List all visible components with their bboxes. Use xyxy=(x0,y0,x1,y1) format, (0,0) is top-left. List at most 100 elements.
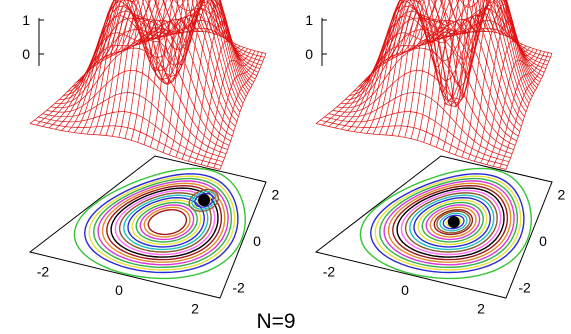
mesh-line xyxy=(486,50,542,165)
mesh-line xyxy=(168,0,237,156)
contour-line xyxy=(400,189,502,256)
mesh-line xyxy=(61,0,174,131)
contour-line xyxy=(88,175,236,271)
vortex-core-marker xyxy=(198,194,211,207)
mesh-line xyxy=(194,40,252,164)
vortex-contour xyxy=(191,190,217,210)
mesh-line xyxy=(67,0,178,132)
contour-line xyxy=(97,180,229,266)
mesh-line xyxy=(38,111,224,163)
mesh-line xyxy=(499,52,549,169)
mesh-line xyxy=(315,123,507,170)
contour-line xyxy=(404,192,498,253)
mesh-line xyxy=(156,0,230,151)
x-tick-label: 2 xyxy=(477,300,485,316)
base-plane-outline xyxy=(28,155,267,299)
contour-line xyxy=(417,199,488,246)
mesh-line xyxy=(473,20,534,162)
figure-caption: N=9 xyxy=(256,310,295,333)
vortex-contour xyxy=(194,192,214,208)
y-tick-label: -2 xyxy=(518,279,531,295)
y-tick-label: 0 xyxy=(253,233,261,249)
mesh-line xyxy=(187,20,248,162)
x-tick-label: 2 xyxy=(191,300,199,316)
x-tick-label: 0 xyxy=(115,282,123,298)
x-tick-label: -2 xyxy=(37,264,50,280)
left-panel: 0123-202-202 xyxy=(22,0,280,316)
mesh-line xyxy=(105,0,200,136)
z-tick-label: 1 xyxy=(22,12,30,28)
mesh-line xyxy=(55,15,171,130)
mesh-line xyxy=(372,0,475,135)
mesh-line xyxy=(404,0,494,138)
mesh-line xyxy=(74,0,182,133)
y-tick-label: -2 xyxy=(232,279,245,295)
mesh-line xyxy=(29,27,156,124)
mesh-line xyxy=(492,51,545,167)
contour-line xyxy=(429,206,477,238)
mesh-line xyxy=(118,0,208,138)
z-tick-label: 0 xyxy=(305,46,313,62)
contour-line xyxy=(433,209,474,236)
contour-line xyxy=(369,173,525,274)
contour-line xyxy=(383,180,515,266)
y-tick-label: 0 xyxy=(539,233,547,249)
contour-line xyxy=(392,184,509,261)
vortex-core-marker xyxy=(447,216,460,228)
contour-line xyxy=(387,182,512,263)
mesh-line xyxy=(46,69,227,155)
mesh-line xyxy=(149,0,226,148)
z-tick-label: 0 xyxy=(22,46,30,62)
mesh-line xyxy=(385,0,482,136)
mesh-line xyxy=(328,92,511,159)
contour-line xyxy=(396,187,505,258)
mesh-line xyxy=(410,0,497,139)
mesh-line xyxy=(397,0,490,137)
contour-line xyxy=(147,209,188,236)
mesh-line xyxy=(505,53,553,170)
contour-line xyxy=(409,194,495,251)
mesh-line xyxy=(347,0,460,131)
mesh-line xyxy=(29,123,221,170)
mesh-line xyxy=(36,28,159,126)
contour-line xyxy=(143,206,191,238)
mesh-line xyxy=(423,0,505,143)
right-panel: 0123-202-202 xyxy=(305,0,566,316)
contour-line xyxy=(425,204,481,241)
mesh-line xyxy=(435,0,512,148)
y-tick-label: 2 xyxy=(558,187,566,203)
mesh-line xyxy=(461,0,527,158)
base-plane-outline xyxy=(314,155,553,299)
contour-line xyxy=(378,177,519,269)
mesh-line xyxy=(42,92,225,159)
mesh-line xyxy=(315,27,442,124)
mesh-surface xyxy=(315,0,553,170)
contour-line xyxy=(374,175,522,271)
mesh-line xyxy=(143,0,222,145)
contour-line xyxy=(83,173,239,274)
contour-line xyxy=(92,177,233,269)
vortex-contour xyxy=(442,214,465,230)
mesh-surface xyxy=(29,0,267,170)
vortex-contour xyxy=(188,188,219,212)
y-tick-label: 2 xyxy=(272,187,280,203)
mesh-line xyxy=(86,0,189,135)
mesh-line xyxy=(448,0,519,153)
mesh-line xyxy=(429,0,508,145)
mesh-line xyxy=(200,50,256,165)
contour-line xyxy=(127,196,205,248)
mesh-line xyxy=(353,0,464,132)
x-tick-label: 0 xyxy=(401,282,409,298)
vortex-contour xyxy=(436,210,471,234)
mesh-line xyxy=(322,28,445,126)
contour-line xyxy=(131,199,202,246)
mesh-line xyxy=(80,0,185,134)
mesh-line xyxy=(341,15,457,130)
mesh-line xyxy=(366,0,471,134)
mesh-line xyxy=(332,69,513,155)
mesh-line xyxy=(219,53,267,170)
mesh-line xyxy=(175,0,241,158)
mesh-line xyxy=(206,51,259,167)
x-tick-label: -2 xyxy=(323,264,336,280)
